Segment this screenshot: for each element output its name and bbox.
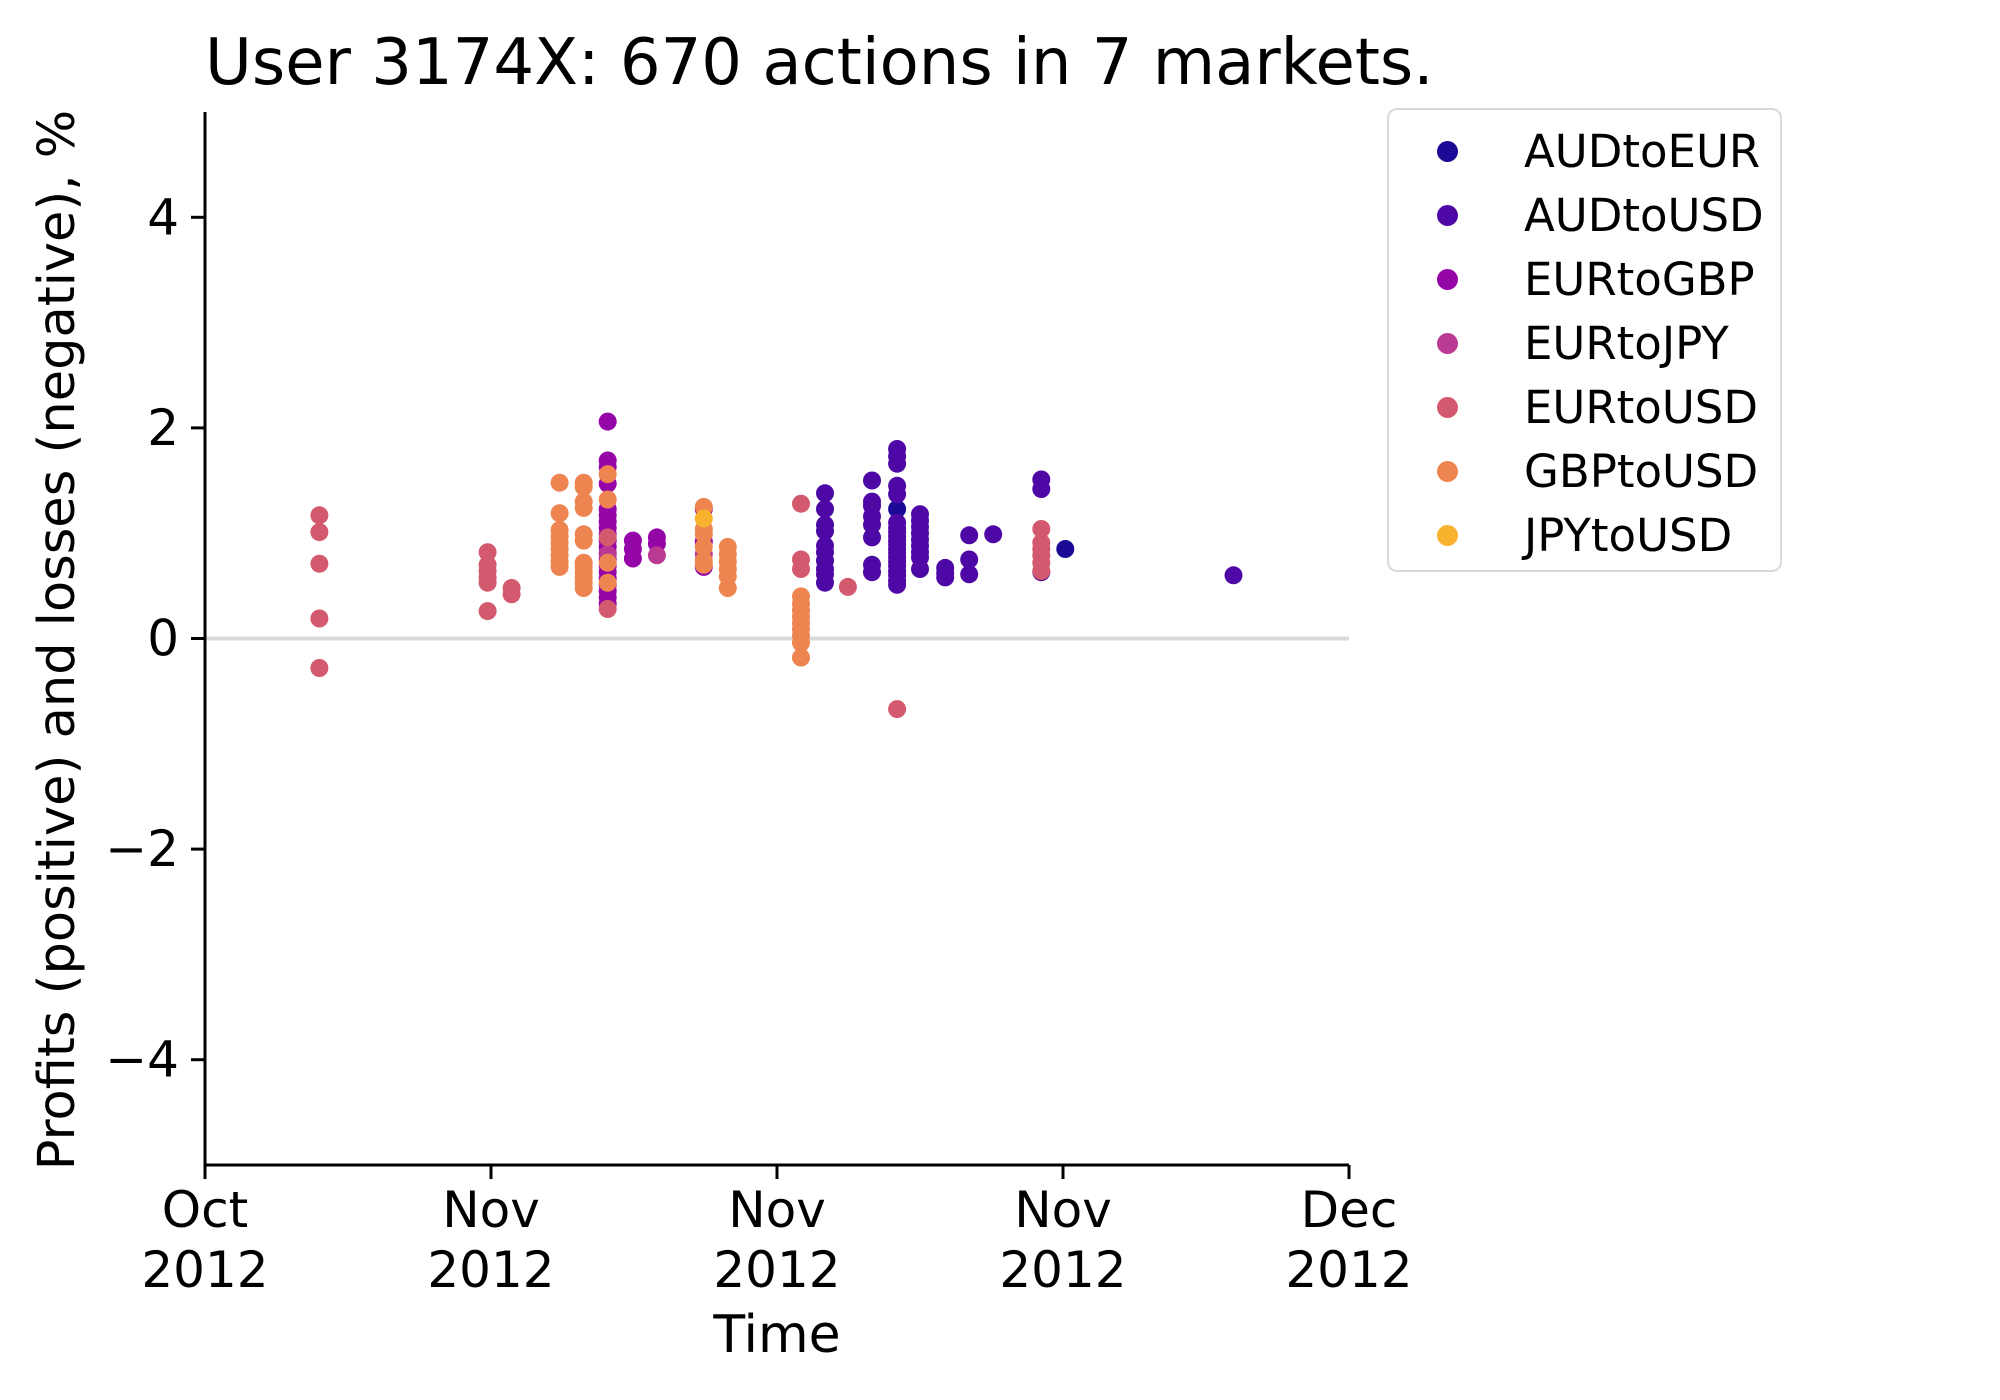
data-point <box>598 528 617 547</box>
data-point <box>694 525 713 544</box>
x-tick-label: Nov 2012 <box>427 1181 554 1299</box>
data-point <box>478 543 497 562</box>
data-point <box>816 484 834 503</box>
data-point <box>310 506 329 525</box>
y-tick-label: −2 <box>105 820 179 878</box>
data-point <box>960 565 979 584</box>
legend: AUDtoEUR AUDtoUSD EURtoGBP EURtoJPY EURtoUSD… <box>1387 108 1782 572</box>
data-point <box>863 528 881 547</box>
legend-label: EURtoGBP <box>1524 252 1755 306</box>
data-point <box>792 648 810 667</box>
y-tick-label: 0 <box>147 610 179 668</box>
data-point <box>792 560 810 578</box>
data-point <box>550 473 569 492</box>
data-point <box>888 454 907 473</box>
data-point <box>598 600 617 618</box>
legend-label: AUDtoEUR <box>1524 124 1761 178</box>
legend-label: EURtoUSD <box>1524 380 1758 434</box>
data-point <box>936 568 955 587</box>
data-point <box>310 554 329 573</box>
data-point <box>623 549 642 568</box>
data-point <box>838 577 857 596</box>
legend-entry-gbptousd: GBPtoUSD <box>1389 439 1780 503</box>
x-tick-label: Nov 2012 <box>713 1181 840 1299</box>
data-point <box>478 573 497 592</box>
data-point <box>816 500 834 518</box>
y-tick-label: 2 <box>147 399 179 457</box>
data-point <box>863 563 881 582</box>
data-point <box>960 526 979 545</box>
legend-dot-icon <box>1437 204 1458 226</box>
legend-entry-audtoeur: AUDtoEUR <box>1389 119 1780 183</box>
data-point <box>694 537 713 556</box>
x-tick-label: Dec 2012 <box>1285 1181 1412 1299</box>
data-point <box>647 546 666 565</box>
legend-label: JPYtoUSD <box>1524 508 1733 562</box>
x-tick-label: Oct 2012 <box>141 1181 268 1299</box>
data-point <box>911 560 929 578</box>
legend-dot-icon <box>1437 140 1458 162</box>
legend-label: GBPtoUSD <box>1524 444 1759 498</box>
data-point <box>1032 480 1051 498</box>
data-point <box>574 531 593 550</box>
data-point <box>550 557 569 576</box>
data-point <box>574 579 593 597</box>
data-point <box>792 494 810 513</box>
data-point <box>598 465 617 484</box>
legend-entry-eurtousd: EURtoUSD <box>1389 375 1780 439</box>
y-tick-label: −4 <box>105 1031 179 1089</box>
data-point <box>598 490 617 509</box>
data-point <box>478 602 497 621</box>
data-point <box>718 579 737 597</box>
data-point <box>310 523 329 542</box>
data-point <box>888 700 907 719</box>
data-point <box>310 659 329 677</box>
data-point <box>598 553 617 572</box>
legend-dot-icon <box>1437 268 1458 290</box>
data-point <box>598 573 617 592</box>
data-point <box>694 555 713 574</box>
data-point <box>888 575 907 594</box>
y-tick-label: 4 <box>147 188 179 246</box>
legend-label: AUDtoUSD <box>1524 188 1764 242</box>
legend-entry-audtousd: AUDtoUSD <box>1389 183 1780 247</box>
x-tick-label: Nov 2012 <box>999 1181 1126 1299</box>
data-point <box>502 585 521 604</box>
data-point <box>792 633 810 652</box>
data-point <box>888 485 907 504</box>
data-point <box>574 477 593 496</box>
data-point <box>1032 520 1051 538</box>
legend-entry-eurtojpy: EURtoJPY <box>1389 311 1780 375</box>
legend-label: EURtoJPY <box>1524 316 1729 370</box>
data-point <box>984 525 1003 544</box>
data-point <box>574 498 593 517</box>
chart-title: User 3174X: 670 actions in 7 markets. <box>205 26 1434 100</box>
data-point <box>888 500 907 518</box>
legend-dot-icon <box>1437 396 1458 418</box>
data-point <box>310 609 329 628</box>
data-point <box>960 550 979 569</box>
legend-dot-icon <box>1437 332 1458 354</box>
legend-dot-icon <box>1437 524 1458 546</box>
data-point <box>863 515 881 534</box>
data-point <box>694 509 713 528</box>
data-point <box>863 471 881 490</box>
data-point <box>1224 566 1243 585</box>
data-point <box>598 412 617 431</box>
legend-dot-icon <box>1437 460 1458 482</box>
data-point <box>550 504 569 523</box>
legend-entry-eurtogbp: EURtoGBP <box>1389 247 1780 311</box>
legend-entry-jpytousd: JPYtoUSD <box>1389 503 1780 567</box>
x-axis-label: Time <box>713 1305 841 1365</box>
data-point <box>1032 562 1051 581</box>
data-point <box>816 573 834 592</box>
data-point <box>816 522 834 541</box>
data-point <box>1056 540 1075 558</box>
